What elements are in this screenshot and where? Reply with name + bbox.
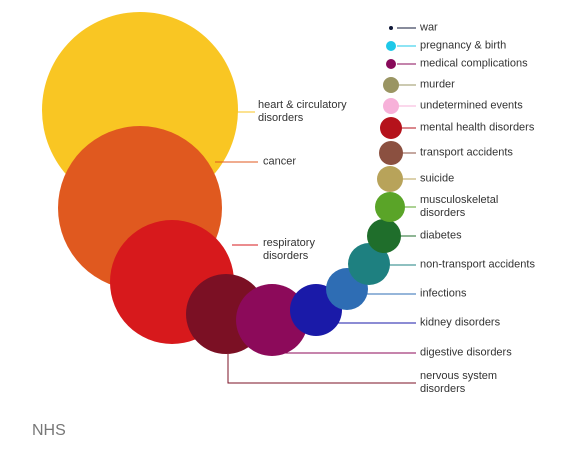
bubble-label: suicide bbox=[420, 172, 455, 185]
bubble bbox=[348, 243, 390, 285]
bubble-label: respiratory disorders bbox=[263, 237, 315, 262]
bubble-label: murder bbox=[420, 78, 455, 91]
bubble-label: undetermined events bbox=[420, 99, 523, 112]
bubble bbox=[383, 77, 399, 93]
bubble-label: mental health disorders bbox=[420, 121, 535, 134]
bubble-label: heart & circulatory disorders bbox=[258, 99, 347, 124]
bubble bbox=[377, 166, 403, 192]
bubble-label: pregnancy & birth bbox=[420, 39, 507, 52]
bubble-label: transport accidents bbox=[420, 146, 513, 159]
bubble bbox=[386, 41, 396, 51]
bubble bbox=[389, 26, 393, 30]
bubble bbox=[380, 117, 402, 139]
source: NHS bbox=[32, 422, 66, 439]
bubble-label: nervous system disorders bbox=[420, 370, 498, 395]
bubble bbox=[383, 98, 399, 114]
bubble-label: digestive disorders bbox=[420, 346, 512, 359]
bubble bbox=[367, 219, 401, 253]
bubble-label: diabetes bbox=[420, 229, 462, 242]
bubble bbox=[386, 59, 396, 69]
bubble-label: non-transport accidents bbox=[420, 258, 535, 271]
bubble-label: war bbox=[420, 21, 438, 34]
bubble bbox=[375, 192, 405, 222]
bubble bbox=[379, 141, 403, 165]
bubble-label: infections bbox=[420, 287, 467, 300]
bubble-label: musculoskeletal disorders bbox=[420, 194, 499, 219]
bubble-label: cancer bbox=[263, 155, 297, 168]
leader-line bbox=[227, 354, 416, 384]
bubble bbox=[236, 284, 308, 356]
bubble-label: kidney disorders bbox=[420, 316, 501, 329]
bubble-label: medical complications bbox=[420, 57, 528, 70]
